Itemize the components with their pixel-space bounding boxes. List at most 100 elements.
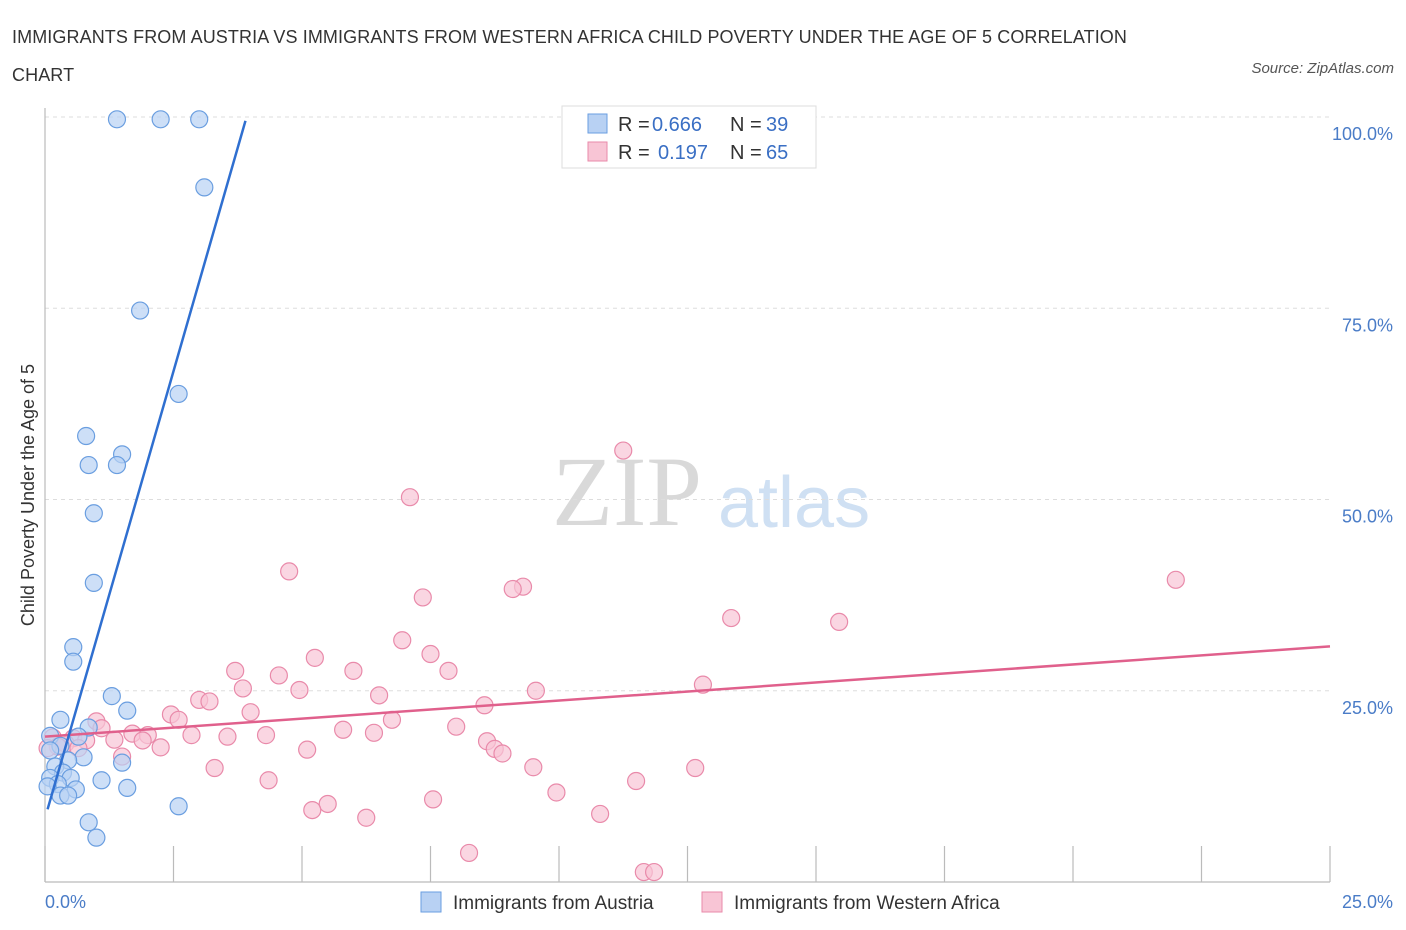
wafrica-point — [205, 758, 224, 778]
wafrica-swatch — [587, 141, 608, 162]
austria-point — [118, 701, 137, 720]
bottom-legend-wafrica-swatch — [701, 891, 723, 913]
wafrica-point — [290, 680, 309, 700]
austria-point — [107, 110, 127, 129]
wafrica-point — [614, 441, 633, 460]
y-tick-labels: 100.0% 75.0% 50.0% 25.0% — [1332, 124, 1393, 718]
source-label: Source: ZipAtlas.com — [1251, 60, 1394, 77]
wafrica-point — [524, 758, 543, 777]
austria-trend-line — [46, 120, 247, 810]
wafrica-point — [259, 771, 278, 790]
wafrica-point — [200, 692, 219, 711]
austria-point — [169, 797, 188, 816]
wafrica-point — [105, 730, 124, 749]
wafrica-point — [334, 720, 353, 739]
legend-r-label-wafrica: R = — [618, 142, 650, 164]
austria-point — [64, 652, 83, 671]
x-tick-labels: 0.0% 25.0% — [45, 892, 1393, 912]
y-tick-label: 100.0% — [1332, 124, 1393, 144]
y-tick-label: 25.0% — [1342, 698, 1393, 718]
chart-title: IMMIGRANTS FROM AUSTRIA VS IMMIGRANTS FR… — [12, 27, 1128, 85]
austria-point — [87, 828, 106, 847]
watermark-atlas: atlas — [718, 463, 870, 543]
wafrica-point — [370, 686, 389, 705]
austria-point — [74, 748, 93, 767]
wafrica-point — [364, 723, 384, 742]
wafrica-point — [226, 661, 245, 680]
x-tick-label-min: 0.0% — [45, 892, 86, 912]
wafrica-point — [423, 790, 443, 809]
wafrica-point — [400, 488, 420, 507]
wafrica-point — [218, 727, 237, 746]
wafrica-point — [269, 666, 288, 685]
legend-r-value-wafrica: 0.197 — [658, 142, 708, 164]
x-tick-label-max: 25.0% — [1342, 892, 1393, 912]
wafrica-point — [1166, 570, 1185, 589]
series-legend: Immigrants from Austria Immigrants from … — [420, 891, 1000, 914]
wafrica-point — [241, 703, 260, 722]
austria-point — [77, 426, 96, 446]
wafrica-point — [493, 744, 512, 763]
wafrica-point — [151, 738, 170, 757]
legend-r-label-austria: R = — [618, 114, 650, 136]
stats-legend: R = 0.666 N = 39 R = 0.197 N = 65 — [561, 105, 817, 169]
bottom-legend-wafrica-label: Immigrants from Western Africa — [734, 893, 1000, 914]
wafrica-point — [722, 608, 741, 628]
wafrica-point — [344, 661, 363, 680]
austria-point — [84, 504, 103, 523]
wafrica-point — [298, 740, 317, 759]
wafrica-point — [459, 843, 479, 863]
wafrica-point — [439, 661, 458, 680]
y-tick-label: 50.0% — [1342, 507, 1393, 527]
legend-n-label-wafrica: N = — [730, 142, 762, 164]
grid-lines — [45, 116, 1330, 692]
bottom-legend-austria-label: Immigrants from Austria — [453, 893, 654, 914]
austria-point — [107, 455, 127, 475]
wafrica-point — [182, 726, 201, 745]
austria-point — [169, 384, 188, 404]
wafrica-point — [233, 679, 252, 698]
wafrica-point — [693, 675, 713, 694]
wafrica-point — [393, 631, 412, 650]
wafrica-point — [686, 758, 705, 778]
wafrica-point — [447, 717, 466, 736]
austria-point — [118, 778, 137, 798]
austria-point — [79, 813, 98, 832]
wafrica-point — [318, 794, 337, 814]
wafrica-point — [421, 644, 440, 664]
trend-lines — [44, 120, 1331, 810]
wafrica-point — [305, 648, 324, 667]
wafrica-point — [591, 804, 610, 824]
wafrica-point — [280, 562, 299, 581]
austria-point — [84, 573, 103, 592]
wafrica-point — [256, 726, 276, 745]
austria-point — [195, 178, 214, 197]
wafrica-point — [303, 800, 322, 820]
y-axis-title: Child Poverty Under the Age of 5 — [18, 364, 38, 626]
austria-swatch — [587, 113, 608, 134]
legend-n-label-austria: N = — [730, 114, 762, 136]
austria-point — [92, 771, 111, 790]
legend-n-value-austria: 39 — [766, 114, 788, 136]
austria-point — [51, 710, 70, 729]
austria-point — [151, 110, 170, 129]
austria-point — [59, 786, 78, 805]
bottom-legend-austria-swatch — [420, 891, 442, 913]
austria-point — [69, 727, 88, 746]
austria-point — [130, 301, 150, 320]
y-tick-label: 75.0% — [1342, 315, 1393, 335]
austria-point — [79, 455, 98, 475]
wafrica-point — [830, 612, 849, 632]
wafrica-trend-line — [44, 645, 1331, 738]
wafrica-point — [626, 771, 646, 791]
wafrica-point — [547, 783, 566, 802]
wafrica-point — [644, 862, 664, 882]
austria-point — [190, 110, 209, 129]
wafrica-point — [357, 808, 376, 827]
austria-point — [41, 741, 60, 760]
wafrica-point — [503, 579, 522, 599]
legend-r-value-austria: 0.666 — [652, 114, 702, 136]
wafrica-point — [133, 731, 152, 750]
x-axis-ticks — [44, 846, 1331, 882]
austria-point — [112, 753, 132, 772]
